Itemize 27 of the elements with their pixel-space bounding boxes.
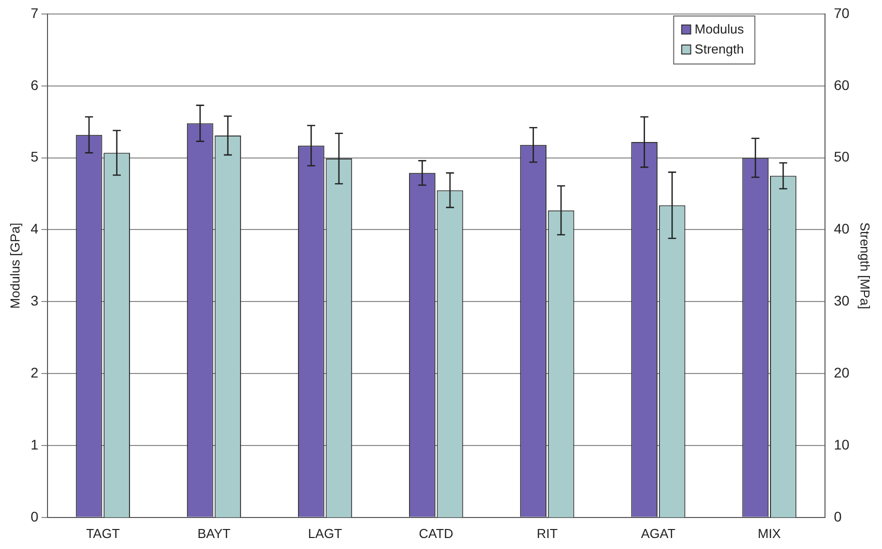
y2-tick-label: 60 [834,76,850,93]
y-tick-label: 3 [30,292,39,309]
y2-tick-label: 40 [834,220,850,237]
x-tick-label: BAYT [197,526,231,541]
x-tick-label: MIX [758,526,782,541]
y2-axis-title: Strength [MPa] [858,222,873,310]
x-tick-label: AGAT [641,526,676,541]
y-axis-title: Modulus [GPa] [7,222,22,309]
y2-tick-label: 0 [834,508,842,524]
y-tick-label: 5 [30,148,39,165]
y2-tick-label: 20 [834,364,850,380]
x-tick-label: CATD [418,526,454,541]
y-tick-label: 0 [30,508,39,524]
y2-tick-label: 10 [834,436,850,452]
y-tick-label: 6 [30,76,39,93]
y-tick-label: 7 [30,4,39,21]
x-tick-label: RIT [536,526,558,541]
y-tick-label: 1 [30,436,39,452]
x-tick-label: LAGT [308,526,342,541]
y-tick-label: 4 [30,220,39,237]
y2-tick-label: 70 [834,4,850,21]
y2-tick-label: 50 [834,148,850,165]
x-tick-label: TAGT [86,526,120,541]
legend-label: Modulus [694,22,744,37]
legend-label: Strength [694,42,744,57]
y-tick-label: 2 [30,364,39,380]
y2-tick-label: 30 [834,292,850,309]
